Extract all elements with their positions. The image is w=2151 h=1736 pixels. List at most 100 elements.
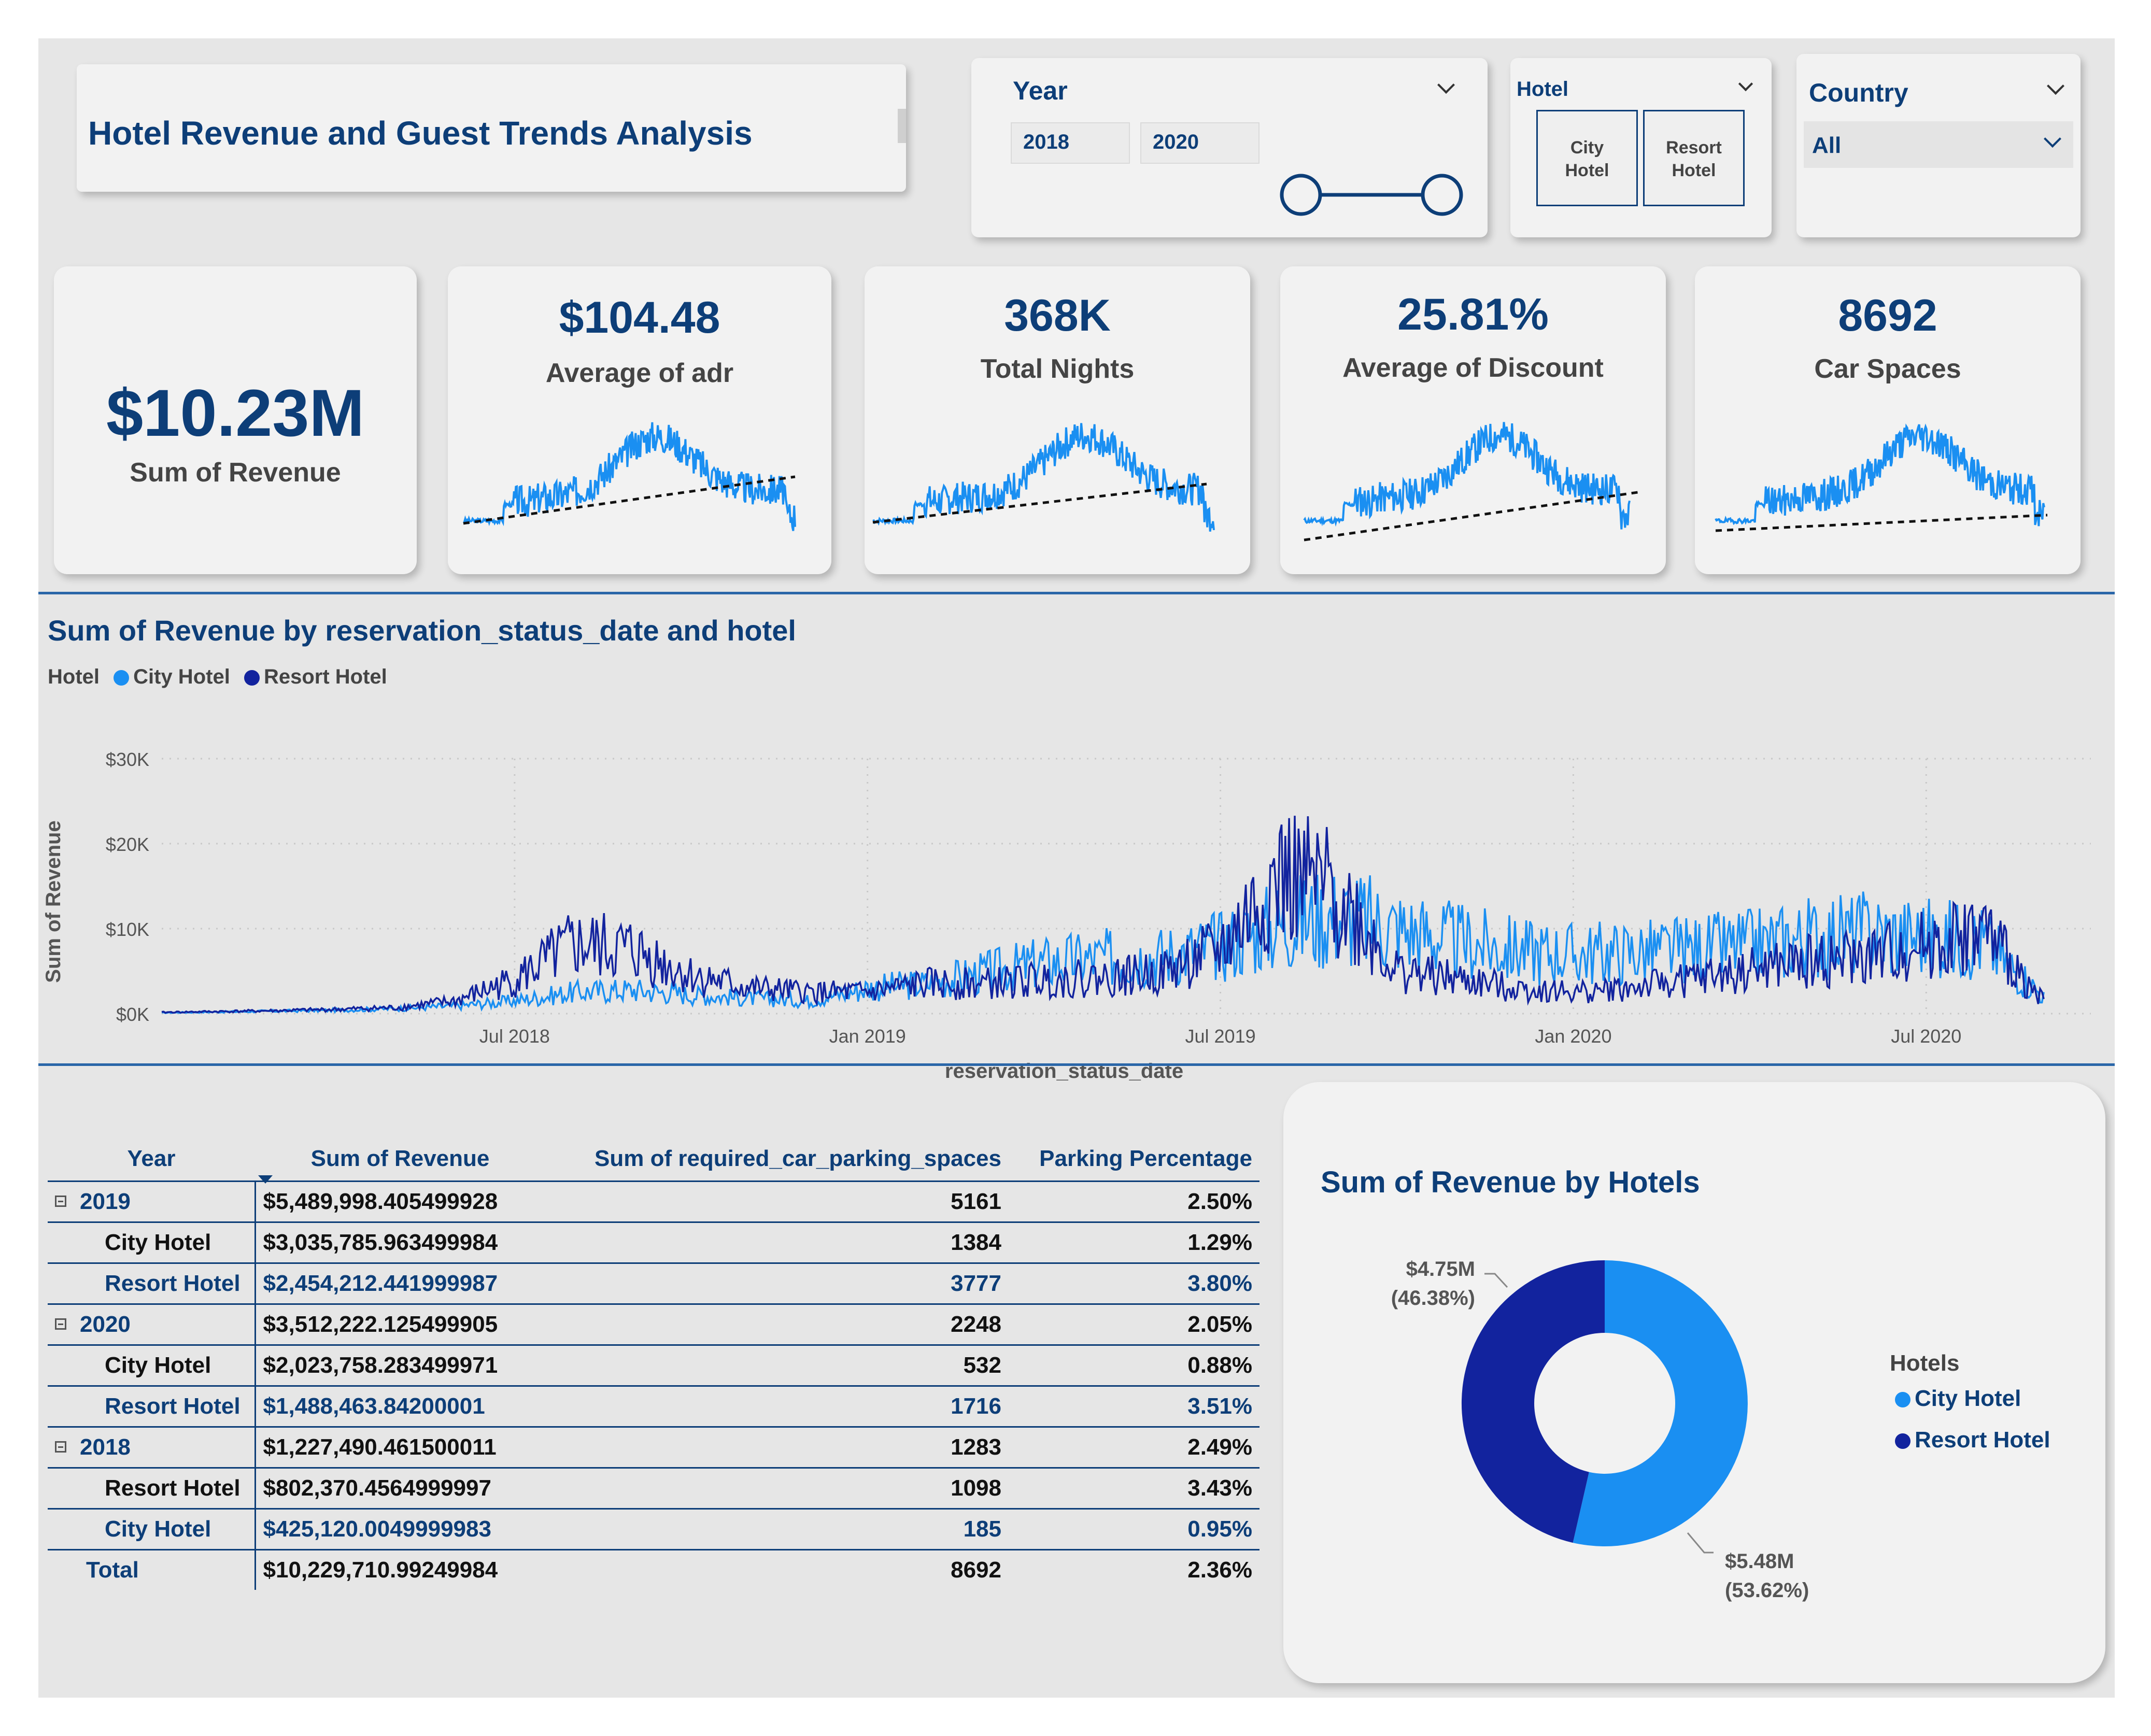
kpi-value: 8692 — [1838, 291, 1937, 340]
table-row: City Hotel $425,120.0049999983 185 0.95% — [48, 1508, 1260, 1550]
table-row: City Hotel $3,035,785.963499984 1384 1.29% — [48, 1221, 1260, 1263]
parking-pct-cell: 2.05% — [1009, 1303, 1260, 1345]
hotel-tile-city[interactable]: City Hotel — [1536, 110, 1638, 206]
revenue-matrix: Year Sum of Revenue Sum of required_car_… — [48, 1137, 1260, 1590]
row-label-cell: 2020 — [48, 1303, 256, 1345]
title-accent — [898, 109, 906, 143]
x-tick-label: Jan 2019 — [829, 1026, 906, 1047]
parking-spaces-cell: 2248 — [545, 1303, 1009, 1345]
collapse-icon[interactable] — [55, 1318, 66, 1330]
row-label: City Hotel — [105, 1516, 211, 1542]
col-header-parking-spaces[interactable]: Sum of required_car_parking_spaces — [595, 1146, 1001, 1171]
hotel-tile-line: Hotel — [1672, 161, 1716, 180]
y-tick-label: $10K — [106, 919, 149, 940]
hotel-slicer-label: Hotel — [1517, 78, 1568, 101]
legend-dot-resort — [244, 670, 260, 686]
sparkline-series — [463, 422, 796, 531]
sparkline-series — [872, 423, 1215, 532]
revenue-cell: $425,120.0049999983 — [255, 1508, 545, 1550]
collapse-icon[interactable] — [55, 1196, 66, 1207]
year-slicer[interactable]: Year 2018 2020 — [971, 58, 1488, 237]
collapse-icon[interactable] — [55, 1441, 66, 1453]
row-label: Resort Hotel — [105, 1475, 240, 1501]
col-header-year[interactable]: Year — [127, 1146, 176, 1171]
chevron-down-icon[interactable] — [2044, 130, 2061, 148]
series-line-city-hotel — [161, 875, 2045, 1014]
row-label: 2020 — [80, 1312, 131, 1337]
x-tick-label: Jul 2020 — [1891, 1026, 1961, 1047]
legend-item-resort[interactable]: Resort Hotel — [263, 665, 387, 688]
col-header-parking-pct[interactable]: Parking Percentage — [1039, 1146, 1252, 1171]
year-start-input[interactable]: 2018 — [1011, 122, 1130, 164]
legend-dot-resort — [1895, 1433, 1911, 1449]
parking-pct-cell: 1.29% — [1009, 1221, 1260, 1263]
legend-dot-city — [114, 670, 130, 686]
parking-spaces-cell: 185 — [545, 1508, 1009, 1550]
country-dropdown[interactable]: All — [1804, 121, 2073, 168]
legend-item-city[interactable]: City Hotel — [133, 665, 230, 688]
row-label-cell: Resort Hotel — [48, 1262, 256, 1304]
parking-spaces-cell: 1098 — [545, 1467, 1009, 1509]
dashboard-canvas: Hotel Revenue and Guest Trends Analysis … — [38, 38, 2115, 1698]
legend-dot-city — [1895, 1392, 1911, 1408]
parking-spaces-cell: 8692 — [545, 1549, 1009, 1590]
slider-handle-end[interactable] — [1421, 174, 1463, 216]
sparkline-trendline — [1715, 514, 2048, 532]
sparkline-series — [1303, 422, 1631, 530]
x-tick-label: Jul 2018 — [479, 1026, 550, 1047]
slider-handle-start[interactable] — [1280, 174, 1322, 216]
data-label-value: $4.75M — [1406, 1258, 1475, 1280]
kpi-value: 25.81% — [1397, 290, 1549, 339]
year-end-input[interactable]: 2020 — [1140, 122, 1260, 164]
donut-card: Sum of Revenue by Hotels $5.48M (53.62%) $… — [1283, 1082, 2105, 1683]
leader-line — [1484, 1273, 1508, 1288]
col-header-revenue[interactable]: Sum of Revenue — [255, 1137, 545, 1184]
y-tick-label: $30K — [106, 749, 149, 770]
parking-pct-cell: 3.51% — [1009, 1385, 1260, 1427]
sort-desc-icon[interactable] — [258, 1175, 273, 1184]
parking-pct-cell: 0.88% — [1009, 1344, 1260, 1386]
donut-legend-item-resort[interactable]: Resort Hotel — [1895, 1427, 2050, 1453]
data-label-value: $5.48M — [1725, 1550, 1794, 1573]
data-label-percent: (53.62%) — [1725, 1579, 1809, 1602]
x-tick-label: Jan 2020 — [1535, 1026, 1611, 1047]
y-axis-title: Sum of Revenue — [42, 820, 65, 983]
chevron-down-icon[interactable] — [1738, 76, 1753, 92]
kpi-card-nights: 368K Total Nights — [865, 266, 1250, 574]
parking-pct-cell: 0.95% — [1009, 1508, 1260, 1550]
kpi-card-car-spaces: 8692 Car Spaces — [1695, 266, 2081, 574]
table-row: 2019 $5,489,998.405499928 5161 2.50% — [48, 1180, 1260, 1222]
donut-slice-resort-hotel — [1461, 1260, 1605, 1543]
revenue-cell: $1,488,463.84200001 — [255, 1385, 545, 1427]
revenue-cell: $3,035,785.963499984 — [255, 1221, 545, 1263]
donut-legend-item-city[interactable]: City Hotel — [1895, 1386, 2021, 1412]
parking-spaces-cell: 1384 — [545, 1221, 1009, 1263]
parking-spaces-cell: 532 — [545, 1344, 1009, 1386]
table-row: City Hotel $2,023,758.283499971 532 0.88% — [48, 1344, 1260, 1386]
row-label: Resort Hotel — [105, 1271, 240, 1296]
year-range-slider[interactable] — [971, 58, 1488, 237]
table-row: Resort Hotel $2,454,212.441999987 3777 3.80… — [48, 1262, 1260, 1304]
row-label: 2018 — [80, 1434, 131, 1460]
year-slicer-label: Year — [1013, 76, 1068, 105]
chevron-down-icon[interactable] — [2047, 77, 2064, 95]
parking-pct-cell: 2.36% — [1009, 1549, 1260, 1590]
parking-pct-cell: 2.49% — [1009, 1426, 1260, 1468]
leader-line — [1687, 1532, 1714, 1554]
kpi-value: $104.48 — [559, 293, 720, 343]
revenue-cell: $2,023,758.283499971 — [255, 1344, 545, 1386]
y-tick-label: $20K — [106, 834, 149, 855]
kpi-value: 368K — [1004, 291, 1111, 340]
revenue-cell: $802,370.4564999997 — [255, 1467, 545, 1509]
parking-spaces-cell: 3777 — [545, 1262, 1009, 1304]
hotel-tile-resort[interactable]: Resort Hotel — [1643, 110, 1745, 206]
table-row: Resort Hotel $802,370.4564999997 1098 3.43% — [48, 1467, 1260, 1509]
row-label: Resort Hotel — [105, 1393, 240, 1419]
table-row: 2020 $3,512,222.125499905 2248 2.05% — [48, 1303, 1260, 1345]
parking-spaces-cell: 5161 — [545, 1180, 1009, 1222]
hotel-slicer[interactable]: Hotel City Hotel Resort Hotel — [1510, 58, 1772, 237]
row-label-cell: City Hotel — [48, 1508, 256, 1550]
country-slicer[interactable]: Country All — [1796, 54, 2081, 237]
kpi-sparkline — [1715, 423, 2048, 532]
sparkline-trendline — [463, 475, 796, 525]
